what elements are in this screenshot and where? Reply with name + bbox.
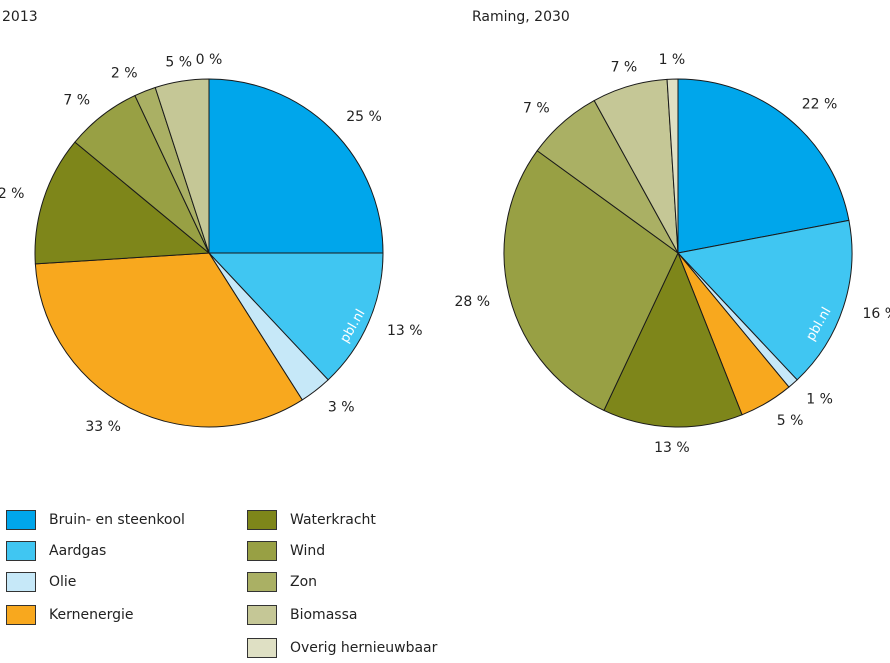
chart-title-2013: 2013: [2, 9, 38, 25]
legend-label: Wind: [290, 543, 326, 559]
pie-label-biomassa: 5 %: [165, 54, 192, 70]
legend-swatch: [247, 572, 277, 592]
pie-slice-bruin-en-steenkool: [208, 78, 384, 254]
pie-label-olie: 3 %: [328, 399, 355, 415]
pie-slice-wind: [503, 150, 679, 411]
pie-label-aardgas: 13 %: [387, 323, 423, 339]
pie-label-wind: 28 %: [455, 294, 491, 310]
pie-label-overig-hernieuwbaar: 0 %: [196, 52, 223, 68]
legend-swatch: [6, 572, 36, 592]
legend-label: Bruin- en steenkool: [49, 512, 185, 528]
pie-chart-2013: 25 %13 %3 %33 %12 %7 %2 %5 %0 %pbl.nl: [0, 52, 423, 435]
legend-label: Biomassa: [290, 607, 358, 623]
legend-label: Kernenergie: [49, 607, 134, 623]
chart-title-2030: Raming, 2030: [472, 9, 570, 25]
legend-item-bruin-en-steenkool: Bruin- en steenkool: [6, 509, 185, 531]
pie-label-waterkracht: 12 %: [0, 186, 25, 202]
pie-label-bruin-en-steenkool: 25 %: [346, 109, 382, 125]
legend-item-waterkracht: Waterkracht: [247, 509, 376, 531]
pie-slice-kernenergie: [34, 252, 303, 428]
pie-label-aardgas: 16 %: [863, 306, 890, 322]
legend-swatch: [247, 638, 277, 658]
pie-label-wind: 7 %: [63, 93, 90, 109]
legend-item-kernenergie: Kernenergie: [6, 604, 133, 626]
legend-item-aardgas: Aardgas: [6, 540, 106, 562]
pie-label-overig-hernieuwbaar: 1 %: [659, 52, 686, 68]
legend-swatch: [247, 541, 277, 561]
pie-label-bruin-en-steenkool: 22 %: [802, 97, 838, 113]
pie-label-zon: 7 %: [523, 101, 550, 117]
legend-label: Zon: [290, 574, 318, 590]
legend-swatch: [247, 605, 277, 625]
pie-label-biomassa: 7 %: [611, 60, 638, 76]
pie-slice-aardgas: [208, 252, 384, 381]
legend-item-wind: Wind: [247, 540, 325, 562]
legend-item-biomassa: Biomassa: [247, 604, 357, 626]
legend-label: Olie: [49, 574, 77, 590]
pie-chart-2030: 22 %16 %1 %5 %13 %28 %7 %7 %1 %pbl.nl: [455, 52, 890, 456]
pie-slice-aardgas: [677, 219, 853, 381]
pie-slice-bruin-en-steenkool: [677, 78, 850, 254]
legend-item-overig-hernieuwbaar: Overig hernieuwbaar: [247, 637, 437, 659]
legend-swatch: [6, 541, 36, 561]
legend-label: Overig hernieuwbaar: [290, 640, 438, 656]
legend-item-zon: Zon: [247, 571, 317, 593]
legend-swatch: [6, 510, 36, 530]
pie-label-kernenergie: 5 %: [777, 413, 804, 429]
legend-item-olie: Olie: [6, 571, 76, 593]
legend-swatch: [247, 510, 277, 530]
legend-label: Waterkracht: [290, 512, 376, 528]
pie-slice-waterkracht: [34, 141, 210, 265]
pie-label-zon: 2 %: [111, 66, 138, 82]
pie-label-olie: 1 %: [806, 392, 833, 408]
pie-label-waterkracht: 13 %: [654, 440, 690, 456]
pie-slice-biomassa: [154, 78, 210, 254]
legend-swatch: [6, 605, 36, 625]
legend-label: Aardgas: [49, 543, 107, 559]
pie-label-kernenergie: 33 %: [85, 419, 121, 435]
pie-slice-waterkracht: [603, 252, 743, 428]
pie-slice-overig-hernieuwbaar: [666, 78, 679, 254]
